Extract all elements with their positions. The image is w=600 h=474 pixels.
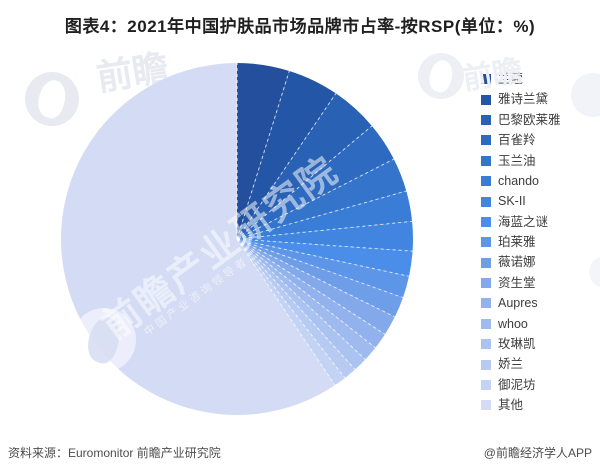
chart-title: 图表4：2021年中国护肤品市场品牌市占率-按RSP(单位：%) [64, 17, 536, 36]
pie-slice-separator [236, 238, 410, 277]
pie-slice-雅诗兰黛 [237, 70, 336, 239]
pie-slice-separator [236, 238, 386, 335]
source-note: 资料来源：Euromonitor 前瞻产业研究院 [8, 446, 221, 460]
legend-item: 百雀羚 [481, 130, 561, 150]
pie-slice-separator [236, 238, 376, 349]
legend-swatch-icon [481, 176, 491, 187]
legend-label: 兰蔻 [498, 71, 524, 86]
legend-label: chando [498, 173, 540, 188]
legend-swatch-icon [481, 257, 491, 268]
legend-swatch-icon [481, 400, 491, 411]
legend-item: 薇诺娜 [481, 253, 561, 273]
legend-swatch-icon [481, 278, 491, 289]
legend-label: 珀莱雅 [498, 235, 536, 250]
legend-swatch-icon [481, 359, 491, 370]
legend-item: 海蓝之谜 [481, 212, 561, 232]
legend-swatch-icon [481, 216, 491, 227]
legend-swatch-icon [481, 339, 491, 350]
legend-label: 玫琳凯 [498, 337, 536, 352]
pie-slice-兰蔻 [237, 63, 290, 239]
legend-label: 资生堂 [498, 275, 536, 290]
legend-item: 其他 [481, 395, 561, 415]
legend-swatch-icon [481, 74, 491, 85]
credit-note: @前瞻经济学人APP [483, 446, 592, 460]
legend-label: 其他 [498, 398, 524, 413]
pie-slice-资生堂 [237, 239, 395, 335]
legend-label: 巴黎欧莱雅 [498, 112, 561, 127]
pie-slice-玫琳凯 [237, 239, 366, 370]
pie-slice-separator [236, 238, 404, 299]
legend-label: whoo [498, 316, 528, 331]
legend-swatch-icon [481, 94, 491, 105]
legend-item: SK-II [481, 191, 561, 211]
pie-slice-whoo [237, 239, 376, 360]
pie-slice-separator [236, 190, 407, 240]
pie-slice-separator [236, 238, 366, 360]
pie-slice-玉兰油 [237, 159, 407, 239]
pie-chart [60, 63, 413, 415]
legend-item: 资生堂 [481, 273, 561, 293]
watermark-globe-icon [571, 73, 600, 117]
legend-item: 雅诗兰黛 [481, 89, 561, 109]
pie-slice-娇兰 [237, 239, 356, 379]
pie-slice-separator [236, 70, 290, 240]
legend-swatch-icon [481, 196, 491, 207]
pie-slice-separator [236, 125, 373, 240]
pie-slice-Aupres [237, 239, 386, 348]
pie-slice-SK-II [237, 221, 413, 252]
legend-item: 御泥坊 [481, 375, 561, 395]
legend-item: 玫琳凯 [481, 334, 561, 354]
legend: 兰蔻雅诗兰黛巴黎欧莱雅百雀羚玉兰油 chando SK-II 海蓝之谜珀莱雅薇诺娜资生… [481, 69, 561, 416]
pie-slice-separator [236, 238, 336, 386]
legend-label: 百雀羚 [498, 133, 536, 148]
legend-label: 薇诺娜 [498, 255, 536, 270]
legend-item: 兰蔻 [481, 69, 561, 89]
legend-label: SK-II [498, 194, 526, 209]
legend-label: 娇兰 [498, 357, 524, 372]
legend-label: Aupres [498, 296, 538, 311]
legend-swatch-icon [481, 155, 491, 166]
pie-slice-巴黎欧莱雅 [237, 93, 372, 240]
legend-label: 雅诗兰黛 [498, 92, 549, 107]
pie-slice-separator [236, 238, 396, 318]
pie-slice-separator [236, 238, 413, 252]
pie-slice-separator [236, 158, 395, 240]
legend-label: 海蓝之谜 [498, 214, 549, 229]
pie-slice-chando [237, 190, 413, 239]
watermark-globe-icon [589, 256, 600, 288]
legend-item: chando [481, 171, 561, 191]
pie-slice-御泥坊 [237, 239, 345, 386]
watermark-globe-icon [418, 53, 464, 99]
legend-swatch-icon [481, 135, 491, 146]
legend-swatch-icon [481, 114, 491, 125]
legend-label: 御泥坊 [498, 377, 536, 392]
legend-item: 巴黎欧莱雅 [481, 110, 561, 130]
legend-label: 玉兰油 [498, 153, 536, 168]
legend-item: Aupres [481, 293, 561, 313]
pie-slice-百雀羚 [237, 125, 394, 239]
pie-slice-separator [236, 220, 413, 240]
legend-swatch-icon [481, 318, 491, 329]
pie-slice-珀莱雅 [237, 239, 409, 298]
legend-item: 玉兰油 [481, 151, 561, 171]
legend-item: whoo [481, 314, 561, 334]
legend-swatch-icon [481, 237, 491, 248]
pie-slice-separator [236, 238, 356, 370]
legend-item: 娇兰 [481, 354, 561, 374]
legend-item: 珀莱雅 [481, 232, 561, 252]
pie-slice-separator [236, 238, 346, 379]
pie-slice-薇诺娜 [237, 239, 403, 317]
legend-swatch-icon [481, 380, 491, 391]
pie-slice-separator [236, 93, 337, 240]
legend-swatch-icon [481, 298, 491, 309]
